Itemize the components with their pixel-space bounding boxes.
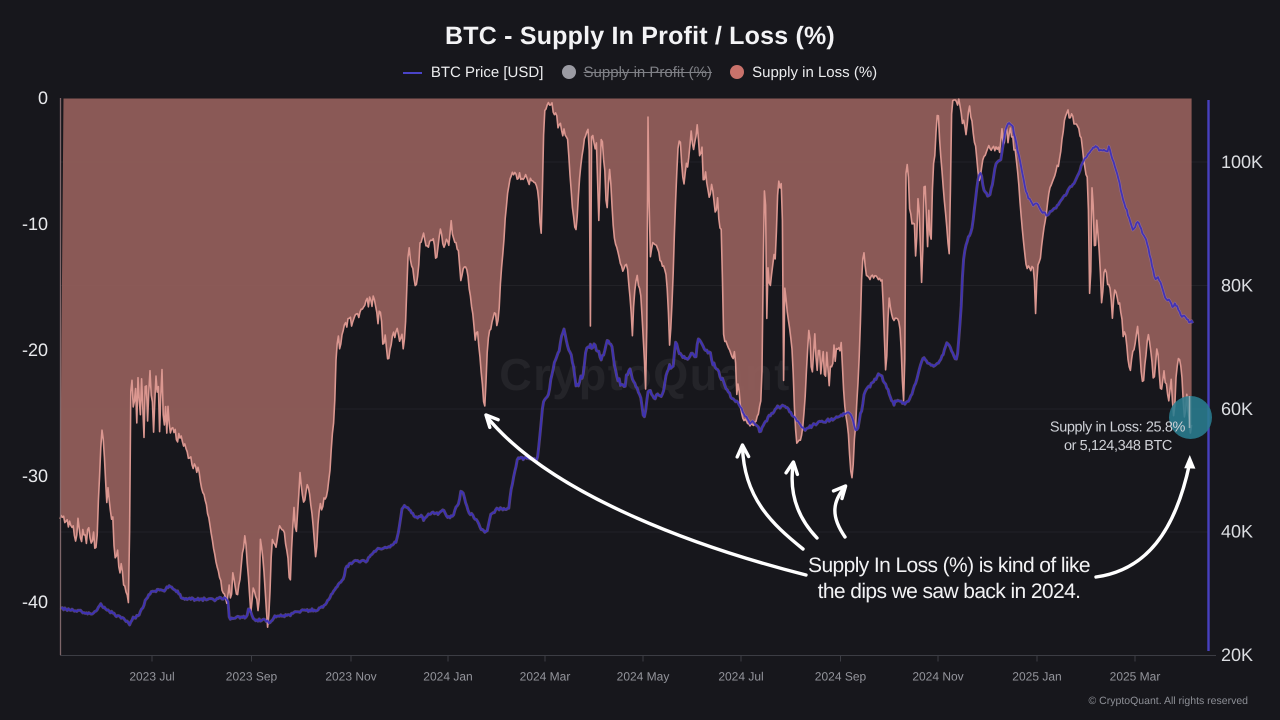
svg-text:80K: 80K — [1221, 276, 1253, 296]
svg-text:2025 Jan: 2025 Jan — [1012, 670, 1061, 684]
svg-text:40K: 40K — [1221, 522, 1253, 542]
svg-text:2024 Nov: 2024 Nov — [912, 670, 963, 684]
svg-text:or 5,124,348 BTC: or 5,124,348 BTC — [1064, 438, 1172, 454]
svg-text:100K: 100K — [1221, 152, 1263, 172]
svg-text:Supply in Loss: 25.8%: Supply in Loss: 25.8% — [1050, 420, 1186, 436]
svg-text:20K: 20K — [1221, 645, 1253, 665]
svg-text:2023 Nov: 2023 Nov — [325, 670, 376, 684]
svg-text:2024 Jan: 2024 Jan — [423, 670, 472, 684]
svg-text:60K: 60K — [1221, 399, 1253, 419]
svg-text:0: 0 — [38, 88, 48, 108]
svg-text:2023 Sep: 2023 Sep — [226, 670, 278, 684]
svg-text:-40: -40 — [22, 592, 48, 612]
svg-text:2025 Mar: 2025 Mar — [1110, 670, 1161, 684]
svg-text:the dips we saw back in 2024.: the dips we saw back in 2024. — [818, 580, 1081, 603]
svg-text:-20: -20 — [22, 340, 48, 360]
svg-text:Supply In Loss (%) is kind of: Supply In Loss (%) is kind of like — [808, 554, 1090, 577]
svg-text:2024 Sep: 2024 Sep — [815, 670, 867, 684]
svg-text:2024 Mar: 2024 Mar — [520, 670, 571, 684]
svg-text:2023 Jul: 2023 Jul — [129, 670, 174, 684]
svg-text:2024 May: 2024 May — [617, 670, 670, 684]
svg-text:-10: -10 — [22, 214, 48, 234]
svg-text:2024 Jul: 2024 Jul — [718, 670, 763, 684]
svg-text:-30: -30 — [22, 466, 48, 486]
